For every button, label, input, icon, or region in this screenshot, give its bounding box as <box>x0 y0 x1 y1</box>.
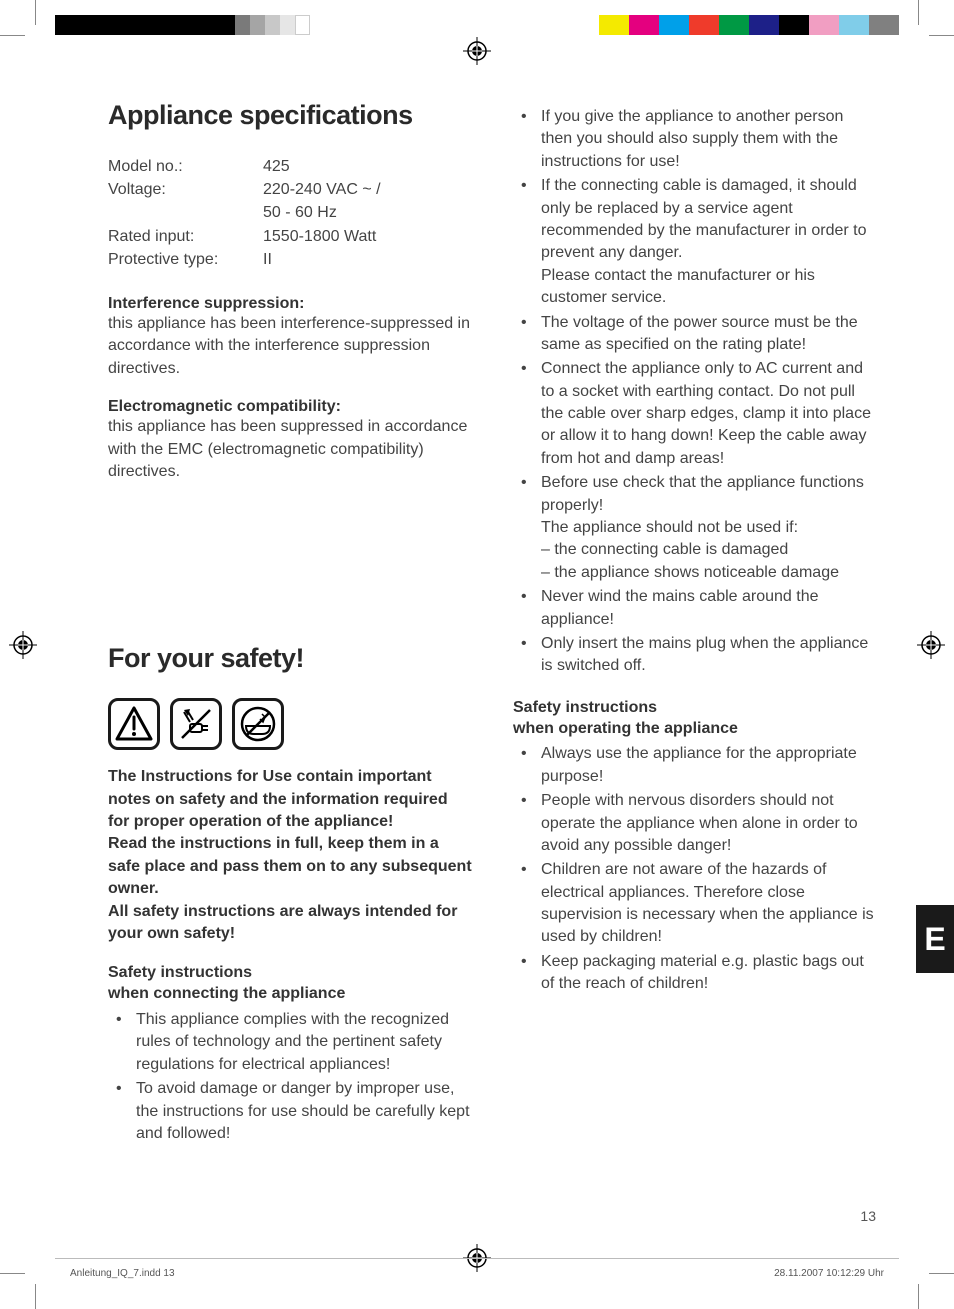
page-content: Appliance specifications Model no.: 425 … <box>108 100 878 1147</box>
list-item: This appliance complies with the recogni… <box>108 1009 473 1076</box>
safety-heading: For your safety! <box>108 643 473 674</box>
page-number: 13 <box>860 1208 876 1224</box>
registration-mark-icon <box>463 37 491 65</box>
list-item: Always use the appliance for the appropr… <box>513 743 878 788</box>
emc-body: this appliance has been suppressed in ac… <box>108 416 473 483</box>
connect-list: This appliance complies with the recogni… <box>108 1009 473 1145</box>
warning-icon <box>108 698 160 750</box>
registration-mark-icon <box>9 631 37 659</box>
spec-value: 425 <box>263 155 473 178</box>
spec-label: Protective type: <box>108 248 263 271</box>
operate-subhead: Safety instructions when operating the a… <box>513 698 878 740</box>
print-color-bar <box>55 15 899 35</box>
list-item: Children are not aware of the hazards of… <box>513 859 878 949</box>
connect-list-cont: If you give the appliance to another per… <box>513 106 878 678</box>
list-item: Keep packaging material e.g. plastic bag… <box>513 951 878 996</box>
spec-label: Voltage: <box>108 178 263 201</box>
footer-timestamp: 28.11.2007 10:12:29 Uhr <box>774 1268 884 1279</box>
list-item: Before use check that the appliance func… <box>513 472 878 584</box>
list-item: Connect the appliance only to AC current… <box>513 358 878 470</box>
spec-value: 220-240 VAC ~ / <box>263 178 473 201</box>
spec-label: Model no.: <box>108 155 263 178</box>
connect-subhead: Safety instructions when connecting the … <box>108 963 473 1005</box>
intro-bold-block: The Instructions for Use contain importa… <box>108 766 473 945</box>
emc-label: Electromagnetic compatibility: <box>108 398 473 416</box>
list-item: If you give the appliance to another per… <box>513 106 878 173</box>
list-item: If the connecting cable is damaged, it s… <box>513 175 878 309</box>
interference-label: Interference suppression: <box>108 295 473 313</box>
list-item: Only insert the mains plug when the appl… <box>513 633 878 678</box>
spec-value: II <box>263 248 473 271</box>
operate-list: Always use the appliance for the appropr… <box>513 743 878 995</box>
footer: Anleitung_IQ_7.indd 13 28.11.2007 10:12:… <box>70 1268 884 1279</box>
spec-label: Rated input: <box>108 225 263 248</box>
no-water-plug-icon <box>170 698 222 750</box>
registration-mark-icon <box>917 631 945 659</box>
list-item: Never wind the mains cable around the ap… <box>513 586 878 631</box>
interference-body: this appliance has been interference-sup… <box>108 313 473 380</box>
no-bathtub-icon <box>232 698 284 750</box>
spec-value: 50 - 60 Hz <box>263 201 473 224</box>
specs-heading: Appliance specifications <box>108 100 473 131</box>
safety-icon-row <box>108 698 473 750</box>
footer-file: Anleitung_IQ_7.indd 13 <box>70 1268 175 1279</box>
spec-table: Model no.: 425 Voltage: 220-240 VAC ~ / … <box>108 155 473 271</box>
spec-value: 1550-1800 Watt <box>263 225 473 248</box>
list-item: People with nervous disorders should not… <box>513 790 878 857</box>
language-tab: E <box>916 905 954 973</box>
list-item: The voltage of the power source must be … <box>513 312 878 357</box>
list-item: To avoid damage or danger by improper us… <box>108 1078 473 1145</box>
